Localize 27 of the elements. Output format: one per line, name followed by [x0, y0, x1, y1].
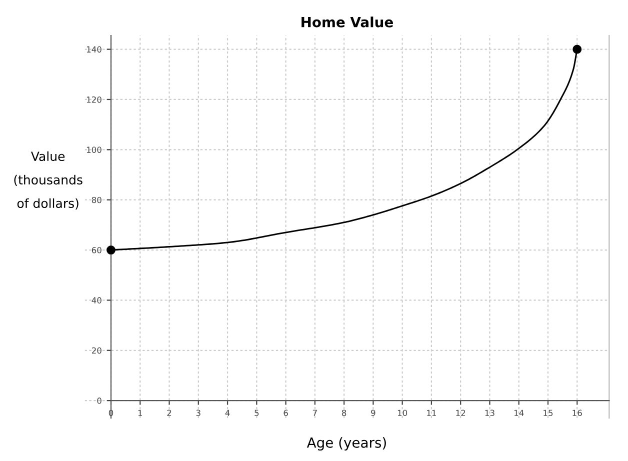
y-tick-label: 40 [92, 297, 102, 304]
x-tick-label: 7 [312, 410, 317, 416]
x-tick-label: 9 [371, 410, 376, 416]
x-axis-title: Age (years) [306, 437, 386, 451]
y-tick-label: 140 [86, 46, 102, 53]
x-tick-label: 5 [254, 410, 259, 416]
x-tick-label: 10 [398, 410, 408, 416]
y-tick-label: 0 [97, 398, 102, 404]
x-tick-label: 4 [225, 410, 230, 416]
x-tick-label: 15 [544, 410, 553, 416]
y-tick-label: 20 [92, 347, 102, 354]
y-tick-label: 80 [92, 196, 102, 204]
x-tick-label: 11 [427, 410, 436, 416]
y-axis-title: Value (thousands of dollars) [14, 151, 82, 210]
x-tick-label: 6 [284, 410, 288, 416]
y-tick-label: 100 [86, 146, 102, 153]
x-tick-label: 3 [196, 410, 200, 416]
chart-title: Home Value [302, 16, 393, 28]
x-tick-label: 16 [572, 410, 582, 416]
x-tick-label: 8 [342, 410, 346, 416]
x-tick-label: 13 [485, 410, 494, 416]
x-tick-label: 1 [138, 410, 142, 416]
y-tick-label: 60 [92, 247, 102, 254]
y-tick-label: 120 [86, 96, 102, 103]
x-tick-label: 14 [514, 410, 524, 416]
x-tick-label: 12 [456, 410, 466, 416]
x-tick-label: 2 [167, 410, 172, 416]
